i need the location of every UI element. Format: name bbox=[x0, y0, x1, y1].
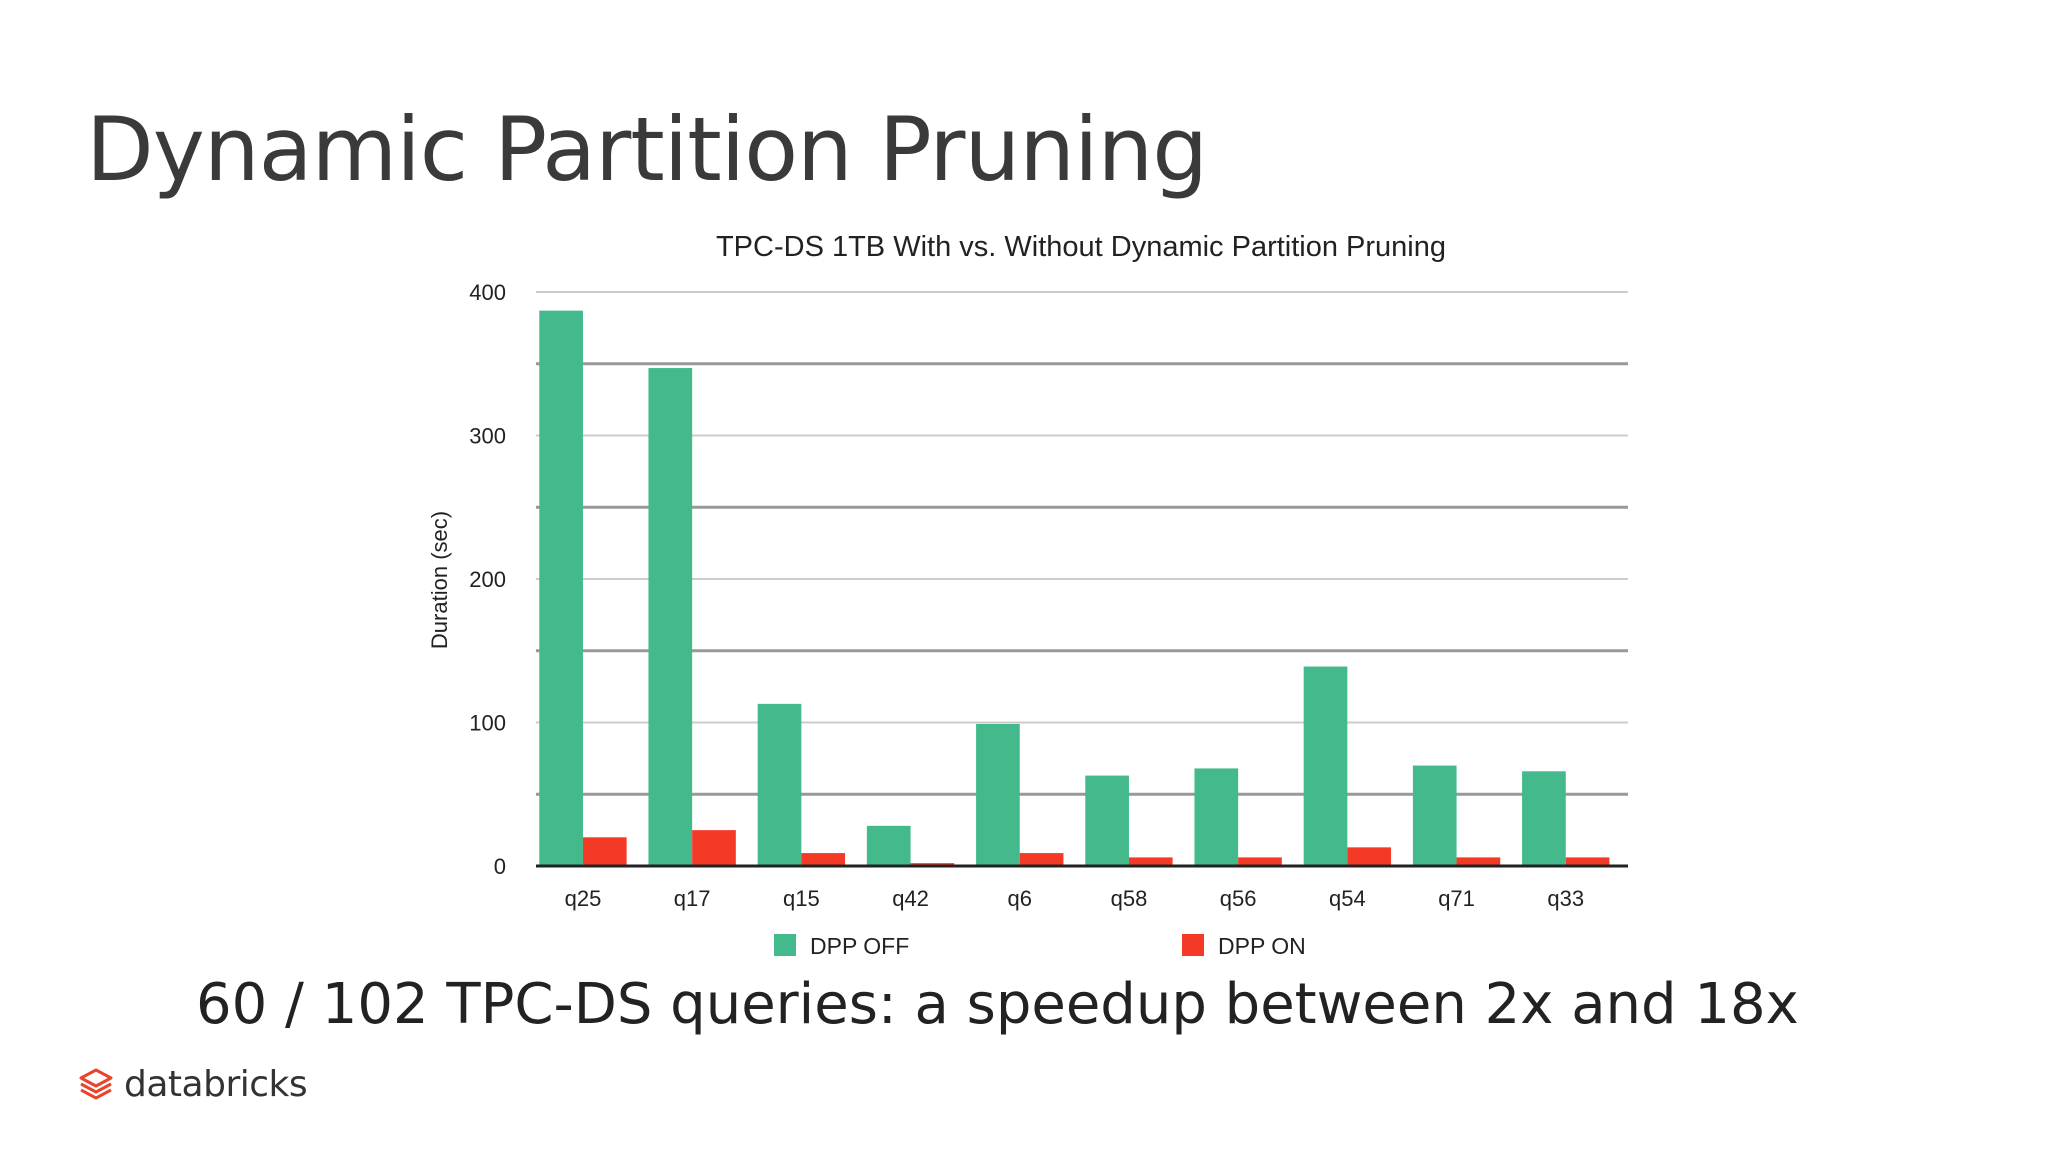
bar-dpp-off-q15 bbox=[757, 703, 802, 866]
logo-text: databricks bbox=[124, 1064, 308, 1105]
bar-dpp-off-q42 bbox=[866, 825, 911, 866]
grid-lines bbox=[536, 291, 1628, 796]
y-tick-label: 400 bbox=[469, 280, 506, 305]
bar-dpp-on-q58 bbox=[1128, 857, 1173, 866]
x-tick-label: q33 bbox=[1547, 886, 1584, 911]
bar-dpp-off-q6 bbox=[976, 723, 1020, 866]
legend-label: DPP ON bbox=[1218, 933, 1306, 959]
legend-swatch bbox=[774, 934, 796, 956]
bar-dpp-off-q54 bbox=[1303, 666, 1348, 866]
x-tick-label: q42 bbox=[892, 886, 929, 911]
bar-dpp-off-q56 bbox=[1194, 768, 1239, 866]
bar-chart: TPC-DS 1TB With vs. Without Dynamic Part… bbox=[427, 231, 1628, 959]
x-tick-label: q15 bbox=[783, 886, 820, 911]
bar-dpp-off-q71 bbox=[1412, 765, 1457, 866]
bar-dpp-off-q17 bbox=[648, 368, 693, 866]
bar-dpp-off-q33 bbox=[1522, 771, 1566, 866]
legend-label: DPP OFF bbox=[810, 933, 909, 959]
x-tick-label: q58 bbox=[1111, 886, 1148, 911]
legend-swatch bbox=[1182, 934, 1204, 956]
bar-dpp-on-q17 bbox=[692, 830, 736, 866]
x-tick-label: q54 bbox=[1329, 886, 1366, 911]
y-axis-label: Duration (sec) bbox=[427, 511, 452, 649]
y-tick-label: 200 bbox=[469, 567, 506, 592]
x-tick-label: q6 bbox=[1008, 886, 1032, 911]
bars bbox=[539, 310, 1610, 866]
x-tick-label: q17 bbox=[674, 886, 711, 911]
bar-dpp-on-q6 bbox=[1019, 853, 1064, 866]
x-tick-labels: q25 q17 q15 q42 q6 q58 q56 q54 q71 q33 bbox=[565, 886, 1585, 911]
slide-subtitle: 60 / 102 TPC-DS queries: a speedup betwe… bbox=[196, 972, 1799, 1037]
bar-dpp-on-q25 bbox=[582, 837, 627, 866]
slide-title: Dynamic Partition Pruning bbox=[86, 98, 1208, 201]
bar-dpp-on-q33 bbox=[1565, 857, 1610, 866]
bar-dpp-on-q54 bbox=[1347, 847, 1392, 866]
x-tick-label: q56 bbox=[1220, 886, 1257, 911]
databricks-logo: databricks bbox=[78, 1064, 308, 1105]
y-tick-label: 300 bbox=[469, 424, 506, 449]
bar-dpp-on-q56 bbox=[1238, 857, 1282, 866]
y-tick-labels: 0 100 200 300 400 bbox=[469, 280, 506, 879]
bar-dpp-on-q15 bbox=[801, 853, 846, 866]
x-tick-label: q71 bbox=[1438, 886, 1475, 911]
bar-dpp-off-q25 bbox=[539, 310, 583, 866]
bar-dpp-off-q58 bbox=[1085, 775, 1129, 866]
databricks-logo-icon bbox=[79, 1068, 113, 1099]
chart-title: TPC-DS 1TB With vs. Without Dynamic Part… bbox=[716, 231, 1446, 263]
y-tick-label: 100 bbox=[469, 711, 506, 736]
bar-dpp-on-q71 bbox=[1456, 857, 1501, 866]
y-tick-label: 0 bbox=[494, 854, 506, 879]
legend: DPP OFF DPP ON bbox=[774, 933, 1306, 959]
x-tick-label: q25 bbox=[565, 886, 602, 911]
